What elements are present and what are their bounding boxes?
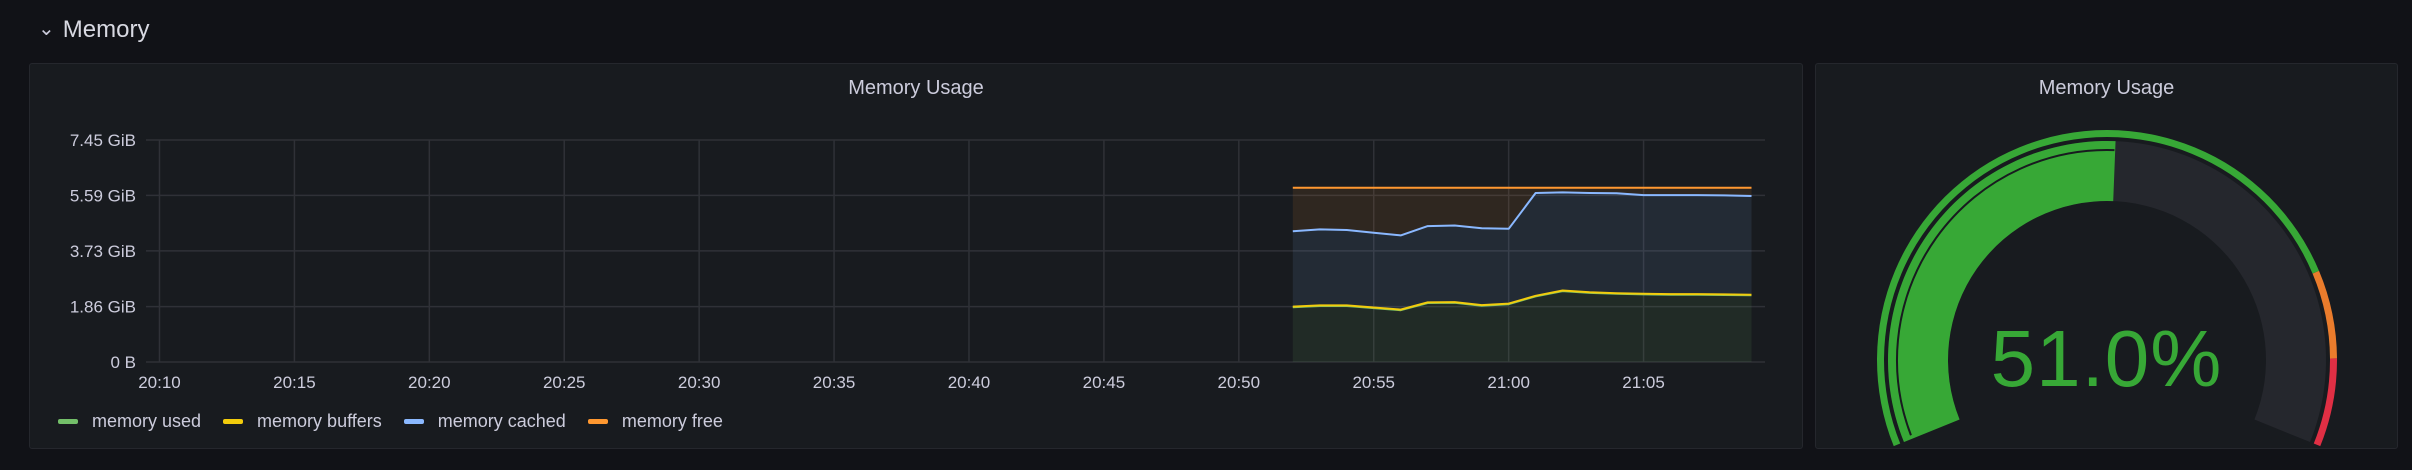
legend-item-memory-free[interactable]: memory free	[587, 411, 723, 432]
legend-label: memory cached	[437, 411, 566, 431]
legend-swatch	[223, 419, 244, 424]
legend-item-memory-used[interactable]: memory used	[58, 411, 201, 432]
area-memory-free	[1292, 187, 1752, 236]
legend-item-memory-cached[interactable]: memory cached	[403, 411, 566, 432]
memory-gauge	[1877, 130, 2337, 447]
chevron-down-icon[interactable]: ⌄	[38, 18, 55, 40]
area-memory-cached	[1292, 192, 1752, 310]
y-tick-label: 1.86 GiB	[70, 298, 136, 317]
gauge-inner-line	[1896, 149, 2115, 436]
legend-label: memory free	[621, 411, 723, 431]
y-tick-label: 7.45 GiB	[70, 131, 136, 150]
panel-title: Memory Usage	[848, 77, 984, 99]
x-tick-label: 21:00	[1487, 373, 1530, 392]
gauge-threshold-band	[2313, 358, 2337, 447]
gauge-value-arc	[1888, 140, 2116, 443]
series-lines	[1292, 186, 1752, 312]
chart-legend: memory used memory buffers memory cached me…	[58, 411, 723, 432]
x-tick-label: 20:25	[543, 373, 586, 392]
memory-usage-gauge-panel[interactable]: Memory Usage 51.0%	[1815, 63, 2398, 449]
y-tick-label: 3.73 GiB	[70, 242, 136, 261]
memory-usage-chart[interactable]: 0 B 1.86 GiB 3.73 GiB 5.59 GiB 7.45 GiB 20:10…	[30, 64, 1804, 450]
legend-swatch	[403, 419, 424, 424]
x-tick-label: 20:15	[273, 373, 316, 392]
series-fills	[1292, 187, 1752, 362]
legend-label: memory used	[92, 411, 202, 431]
row-title: Memory	[62, 16, 150, 43]
x-tick-label: 20:35	[813, 373, 856, 392]
y-tick-label: 0 B	[110, 353, 136, 372]
memory-usage-graph-panel[interactable]: Memory Usage 0 B 1.86 GiB 3.73 GiB 5.59 GiB…	[29, 63, 1803, 449]
x-tick-label: 21:05	[1622, 373, 1665, 392]
line-memory-cached	[1292, 191, 1752, 237]
gauge-value: 51.0%	[1990, 314, 2223, 403]
x-tick-label: 20:10	[138, 373, 181, 392]
row-header-memory[interactable]: ⌄ Memory	[38, 10, 149, 50]
legend-item-memory-buffers[interactable]: memory buffers	[223, 411, 382, 432]
x-tick-label: 20:50	[1218, 373, 1261, 392]
legend-label: memory buffers	[257, 411, 382, 431]
y-tick-label: 5.59 GiB	[70, 186, 136, 205]
legend-swatch	[58, 419, 78, 424]
x-tick-label: 20:45	[1083, 373, 1126, 392]
x-tick-label: 20:55	[1352, 373, 1395, 392]
legend-swatch	[587, 419, 608, 424]
gauge-threshold-band	[2312, 270, 2337, 359]
x-tick-label: 20:40	[948, 373, 991, 392]
panel-title: Memory Usage	[2038, 77, 2175, 99]
chart-grid	[146, 139, 1765, 363]
line-memory-buffers	[1292, 289, 1752, 311]
x-tick-label: 20:20	[408, 373, 451, 392]
x-tick-label: 20:30	[678, 373, 721, 392]
